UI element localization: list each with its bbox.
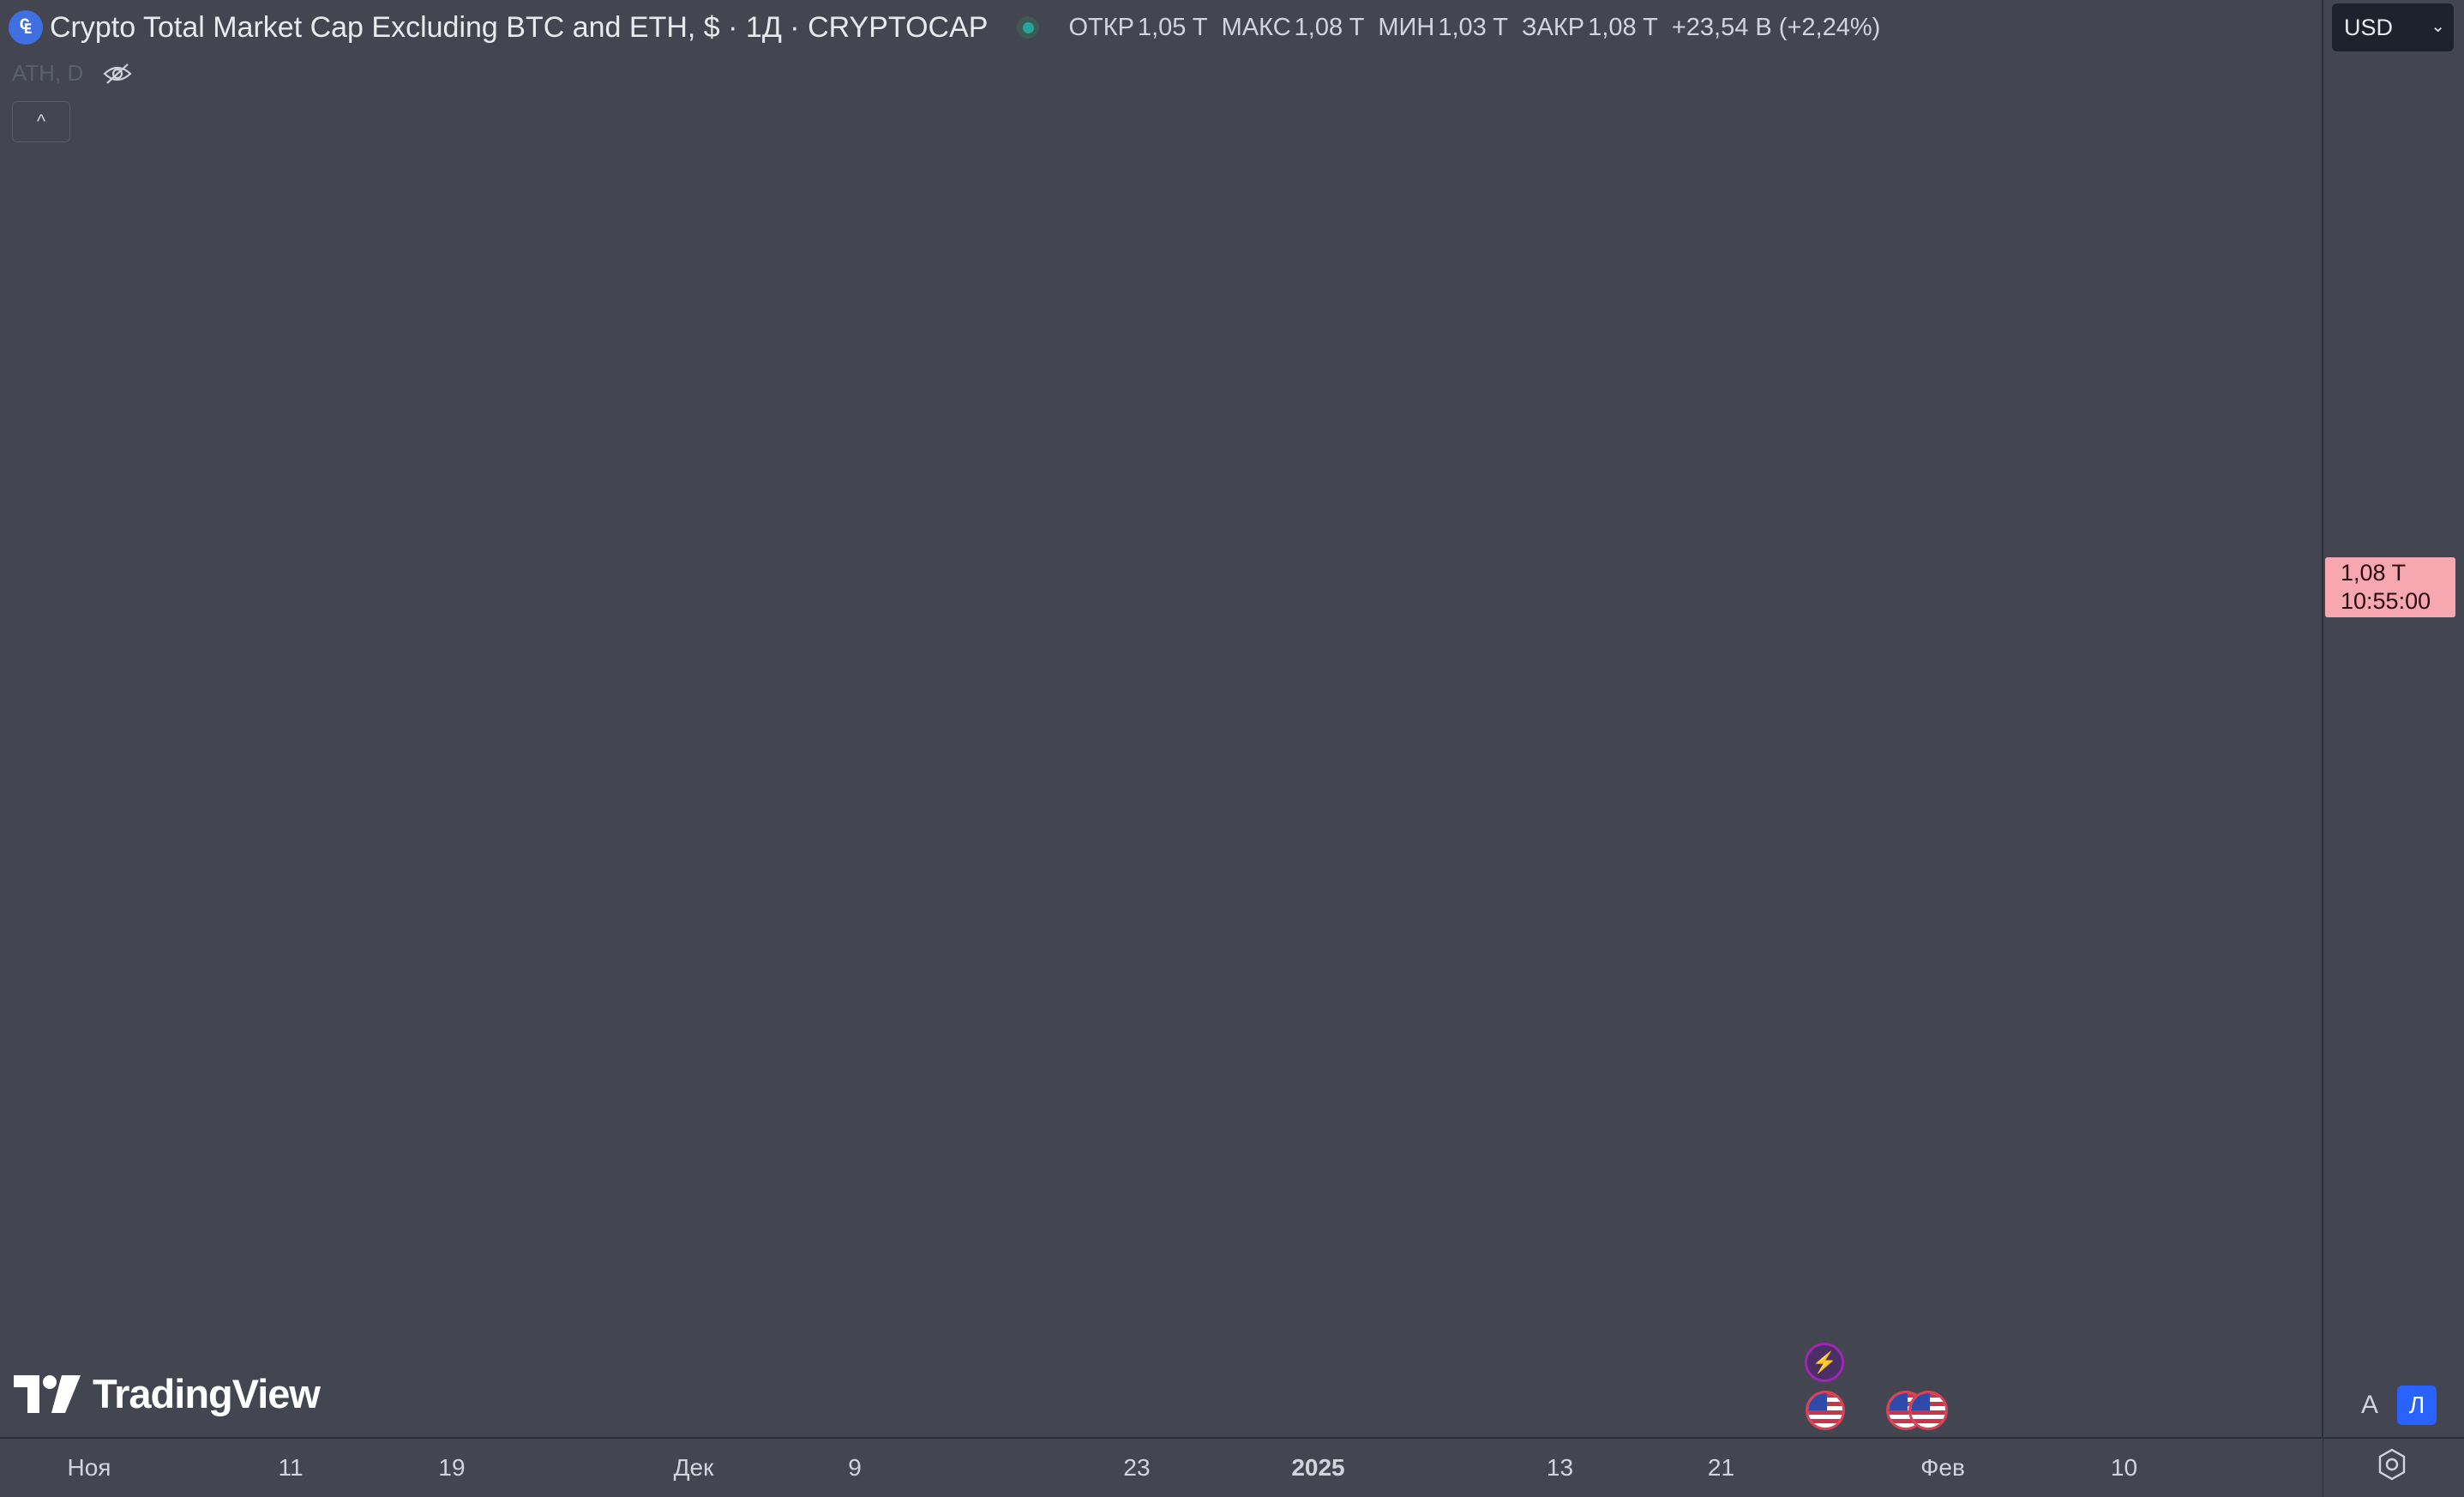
change-value: +23,54 B (+2,24%) xyxy=(1671,13,1881,41)
open-value: 1,05 T xyxy=(1137,13,1208,41)
tradingview-logo-icon xyxy=(14,1374,81,1413)
tradingview-watermark: TradingView xyxy=(14,1370,321,1417)
currency-label: USD xyxy=(2344,14,2394,40)
time-tick-label: Ноя xyxy=(68,1454,111,1481)
collapse-legend-button[interactable]: ^ xyxy=(12,101,70,142)
time-tick-label: 23 xyxy=(1123,1454,1150,1481)
last-price-tag: 1,08 T 10:55:00 xyxy=(2325,557,2455,617)
us-flag-event-icon[interactable] xyxy=(1908,1391,1948,1430)
last-price-value: 1,08 T xyxy=(2341,560,2407,586)
indicator-row: ATH, D xyxy=(12,60,133,87)
auto-scale-button[interactable]: A xyxy=(2361,1391,2379,1419)
chevron-up-icon: ^ xyxy=(36,111,46,132)
indicator-label[interactable]: ATH, D xyxy=(12,60,84,86)
bar-countdown: 10:55:00 xyxy=(2341,588,2431,614)
symbol-title[interactable]: Crypto Total Market Cap Excluding BTC an… xyxy=(50,10,989,44)
time-tick-label: 2025 xyxy=(1291,1454,1344,1481)
chart-legend-header: ₠ Crypto Total Market Cap Excluding BTC … xyxy=(9,7,1880,48)
time-axis[interactable]: Ноя 11 19 Дек 9 23 2025 13 21 Фев 10 xyxy=(0,1439,2323,1497)
time-tick-label: Дек xyxy=(674,1454,715,1481)
us-flag-event-icon[interactable] xyxy=(1806,1391,1845,1430)
close-value: 1,08 T xyxy=(1588,13,1658,41)
open-label: ОТКР xyxy=(1068,13,1134,41)
time-tick-label: 10 xyxy=(2111,1454,2137,1481)
time-tick-label: 9 xyxy=(848,1454,862,1481)
currency-select[interactable]: USD ⌄ xyxy=(2332,3,2454,51)
market-status-icon xyxy=(1017,16,1040,39)
settings-gear-icon[interactable] xyxy=(2375,1447,2409,1482)
tradingview-wordmark: TradingView xyxy=(93,1371,321,1416)
log-scale-button[interactable]: Л xyxy=(2397,1386,2437,1425)
close-label: ЗАКР xyxy=(1522,13,1585,41)
high-label: МАКС xyxy=(1221,13,1291,41)
time-tick-label: 13 xyxy=(1547,1454,1573,1481)
chevron-down-icon: ⌄ xyxy=(2431,17,2445,36)
eye-hidden-icon[interactable] xyxy=(102,62,133,86)
time-tick-label: 19 xyxy=(438,1454,465,1481)
lightning-event-icon[interactable]: ⚡ xyxy=(1805,1343,1844,1382)
high-value: 1,08 T xyxy=(1294,13,1365,41)
time-tick-label: 11 xyxy=(278,1454,303,1481)
time-axis-background xyxy=(0,1439,2323,1497)
time-tick-label: 21 xyxy=(1708,1454,1734,1481)
symbol-logo-icon: ₠ xyxy=(9,10,43,45)
low-label: МИН xyxy=(1378,13,1435,41)
time-tick-label: Фев xyxy=(1920,1454,1965,1481)
low-value: 1,03 T xyxy=(1438,13,1509,41)
